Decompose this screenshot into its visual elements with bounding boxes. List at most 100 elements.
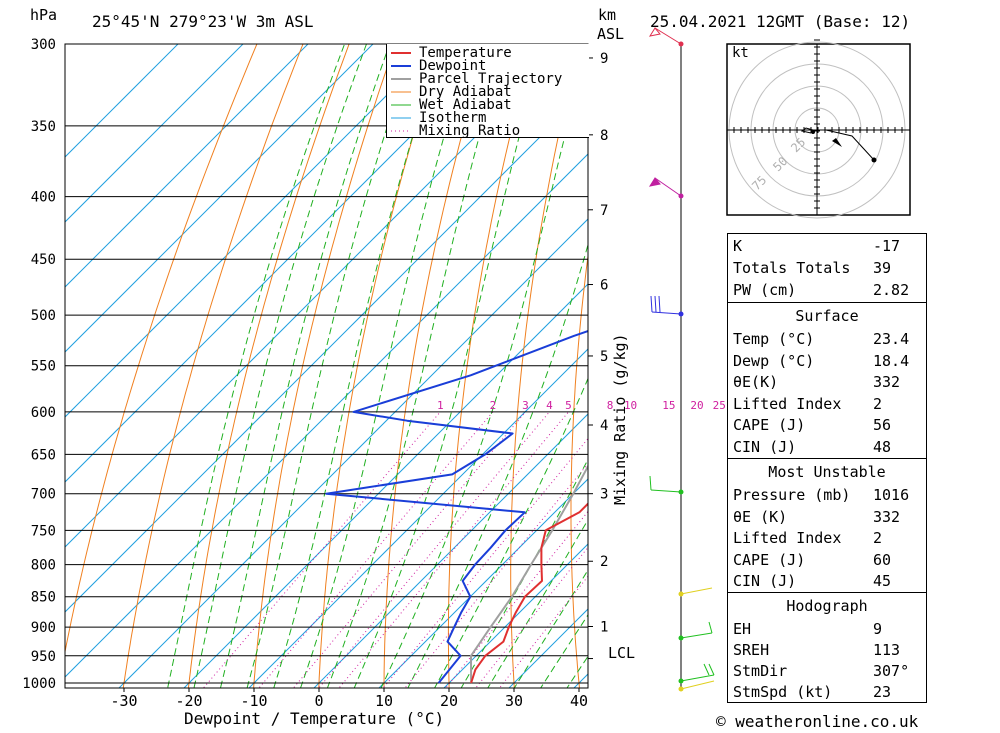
wet-adiabat-line — [380, 44, 588, 688]
dry-adiabat-line — [253, 44, 396, 688]
dry-adiabat-line — [629, 7, 679, 709]
isotherm-line — [65, 44, 439, 418]
wet-adiabat-line — [433, 377, 588, 688]
surface-theta-value: 332 — [873, 373, 901, 391]
wind-barb-surface — [678, 680, 715, 692]
pw-label: PW (cm) — [733, 281, 797, 299]
mixing-ratio-line — [404, 462, 588, 688]
pressure-tick-label: 400 — [31, 190, 56, 206]
profile-lines — [325, 330, 588, 684]
wind-barb — [658, 295, 661, 313]
mixing-ratio-label: 8 — [607, 399, 614, 412]
mu-cape-value: 60 — [873, 551, 892, 569]
mixing-ratio-label: 10 — [624, 399, 637, 412]
wind-shaft — [680, 632, 713, 639]
temp-tick-label: 10 — [375, 692, 393, 710]
wind-shaft — [651, 311, 682, 315]
dry-adiabat-line — [510, 44, 581, 688]
mixing-ratio-line — [258, 411, 494, 688]
km-tick-label: 9 — [600, 51, 608, 67]
surface-title: Surface — [795, 307, 859, 325]
isotherm-line — [443, 543, 588, 688]
hodograph-end-dot — [871, 157, 877, 163]
dry-adiabat-line — [994, 7, 1000, 709]
wet-adiabat-line — [407, 242, 588, 688]
height-unit: km — [598, 6, 617, 24]
wind-barb-400 — [648, 177, 684, 199]
pressure-tick-label: 950 — [31, 649, 56, 665]
surface-dewp-value: 18.4 — [873, 352, 910, 370]
dry-adiabat-line — [570, 252, 588, 688]
wet-adiabat-line — [167, 44, 346, 688]
wet-adiabat-line — [487, 518, 588, 688]
wind-barb — [650, 295, 653, 313]
dry-adiabat-line — [383, 44, 488, 688]
temp-tick-label: 30 — [505, 692, 523, 710]
lcl-label: LCL — [608, 644, 636, 662]
most-unstable-title: Most Unstable — [768, 463, 886, 481]
isotherm-line — [378, 478, 588, 688]
footer-credit: © weatheronline.co.uk — [716, 712, 919, 731]
k-index-value: -17 — [873, 237, 901, 255]
sreh-value: 113 — [873, 641, 901, 659]
mu-cin-label: CIN (J) — [733, 572, 797, 590]
pressure-tick-label: 450 — [31, 252, 56, 268]
legend-temperature: Temperature — [419, 45, 512, 61]
mixing-ratio-line — [338, 411, 569, 688]
mu-li-label: Lifted Index — [733, 529, 842, 547]
mixing-ratio-label: 25 — [713, 399, 726, 412]
legend-mixing-ratio: Mixing Ratio — [419, 123, 521, 139]
mu-theta-label: θE (K) — [733, 508, 788, 526]
wind-barb — [703, 663, 710, 676]
hodograph-info-title: Hodograph — [786, 597, 868, 615]
mixing-ratio-line — [445, 510, 588, 688]
wind-shaft — [654, 177, 682, 197]
isotherm-line — [65, 44, 309, 288]
legend-isotherm: Isotherm — [419, 110, 487, 126]
wind-barb — [708, 663, 715, 676]
hodograph-unit: kt — [732, 45, 749, 61]
location-title: 25°45'N 279°23'W 3m ASL — [92, 12, 314, 31]
wet-adiabat-line — [513, 569, 588, 688]
mixing-ratio-label: 4 — [546, 399, 553, 412]
isotherm-line — [65, 44, 374, 353]
wind-barb — [649, 475, 652, 491]
surface-box: Surface Temp (°C) 23.4 Dewp (°C) 18.4 θE(K… — [727, 302, 927, 459]
stmspd-value: 23 — [873, 683, 892, 701]
wind-barb-925 — [678, 621, 713, 641]
km-tick-label: 2 — [600, 554, 608, 570]
isotherm-line — [248, 348, 588, 688]
isotherm-line — [65, 153, 588, 678]
surface-cape-value: 56 — [873, 416, 892, 434]
mu-pressure-value: 1016 — [873, 486, 910, 504]
wind-barb — [708, 621, 713, 634]
surface-temp-value: 23.4 — [873, 330, 910, 348]
totals-totals-label: Totals Totals — [733, 259, 851, 277]
surface-theta-label: θE(K) — [733, 373, 779, 391]
km-tick-label: 5 — [600, 349, 608, 365]
wet-adiabat-line — [326, 44, 506, 688]
temp-tick-label: -30 — [110, 692, 137, 710]
k-index-label: K — [733, 237, 743, 255]
mixing-ratio-line — [202, 411, 441, 688]
hodograph-start-dot — [811, 130, 815, 134]
mixing-ratio-label: 15 — [662, 399, 675, 412]
dry-adiabat-line — [946, 7, 1000, 709]
temperature-line — [470, 502, 588, 684]
surface-dewp-label: Dewp (°C) — [733, 352, 815, 370]
wind-barb-1000 — [678, 663, 715, 684]
wet-adiabat-line — [353, 44, 545, 688]
km-tick-label: 4 — [600, 418, 608, 434]
legend: Temperature Dewpoint Parcel Trajectory D… — [386, 44, 589, 139]
isotherm-line — [65, 44, 244, 223]
height-unit-asl: ASL — [597, 25, 625, 43]
wet-adiabat-line — [246, 44, 416, 688]
pressure-tick-label: 350 — [31, 119, 56, 135]
mixing-ratio-label: 2 — [490, 399, 497, 412]
storm-motion-arrow — [832, 138, 842, 147]
mixing-ratio-axis-label: Mixing Ratio (g/kg) — [611, 333, 629, 505]
hodograph-info-box: Hodograph EH 9 SREH 113 StmDir 307° StmSpd … — [727, 592, 927, 703]
eh-label: EH — [733, 620, 752, 638]
surface-cin-value: 48 — [873, 438, 892, 456]
